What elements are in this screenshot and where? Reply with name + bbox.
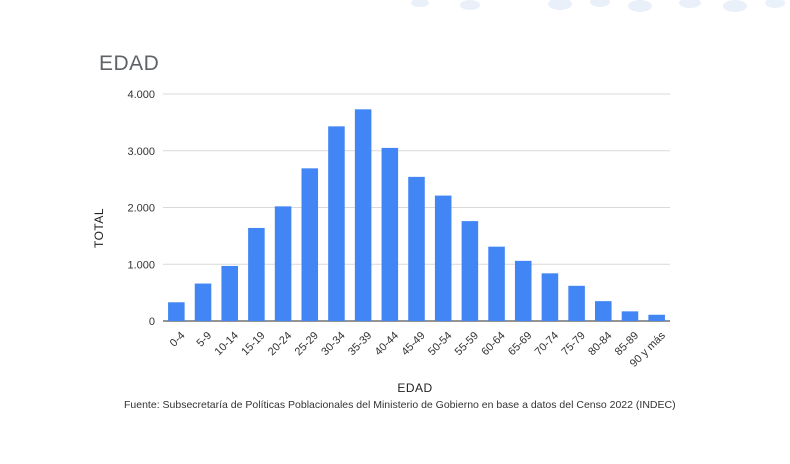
x-tick-label: 5-9 — [195, 330, 215, 350]
y-tick-labels: 0 1.000 2.000 3.000 4.000 — [127, 89, 155, 328]
y-tick-label: 4.000 — [127, 89, 155, 101]
bars — [168, 109, 665, 321]
x-tick-label: 70-74 — [533, 330, 561, 358]
bar-0-4 — [168, 302, 185, 321]
bar-25-29 — [301, 168, 319, 321]
x-tick-label: 35-39 — [346, 330, 374, 358]
x-tick-label: 40-44 — [373, 330, 401, 358]
x-tick-label: 50-54 — [426, 330, 454, 358]
bar-90-y-más — [648, 314, 665, 321]
x-tick-labels: 0-4 5-910-1415-1920-2425-2930-3435-3940-4… — [168, 329, 668, 369]
bar-40-44 — [381, 147, 399, 321]
y-tick-label: 1.000 — [127, 259, 155, 271]
bar-30-34 — [328, 126, 345, 321]
x-tick-label: 45-49 — [399, 330, 427, 358]
bar-45-49 — [408, 176, 425, 321]
bar-20-24 — [274, 206, 292, 321]
bar-10-14 — [221, 265, 238, 321]
chart-title: EDAD — [99, 52, 160, 75]
x-tick-label: 30-34 — [319, 330, 347, 358]
x-tick-label: 25-29 — [293, 330, 321, 358]
y-tick-label: 2.000 — [127, 203, 155, 215]
bar-85-89 — [621, 311, 639, 321]
bar-50-54 — [434, 195, 452, 321]
y-tick-label: 0 — [149, 316, 155, 328]
y-tick-label: 3.000 — [127, 146, 155, 158]
bar-60-64 — [488, 246, 505, 321]
bar-70-74 — [541, 273, 559, 321]
x-tick-label: 15-19 — [239, 330, 267, 358]
x-tick-label: 65-69 — [506, 330, 534, 358]
x-axis-label: EDAD — [397, 381, 433, 395]
background-decoration — [411, 0, 785, 12]
x-tick-label: 60-64 — [479, 330, 507, 358]
bar-55-59 — [461, 221, 479, 321]
x-tick-label: 75-79 — [559, 330, 587, 358]
bar-80-84 — [595, 301, 612, 321]
bar-35-39 — [354, 109, 372, 321]
x-tick-label: 20-24 — [266, 330, 294, 358]
bar-15-19 — [248, 227, 265, 321]
bar-65-69 — [514, 260, 532, 321]
bar-75-79 — [568, 285, 585, 321]
x-tick-label: 10-14 — [213, 330, 241, 358]
source-note: Fuente: Subsecretaría de Políticas Pobla… — [124, 399, 676, 411]
bar-5-9 — [194, 283, 212, 321]
x-tick-label: 80-84 — [586, 330, 614, 358]
x-tick-label: 0-4 — [168, 330, 188, 350]
x-tick-label: 55-59 — [453, 330, 481, 358]
